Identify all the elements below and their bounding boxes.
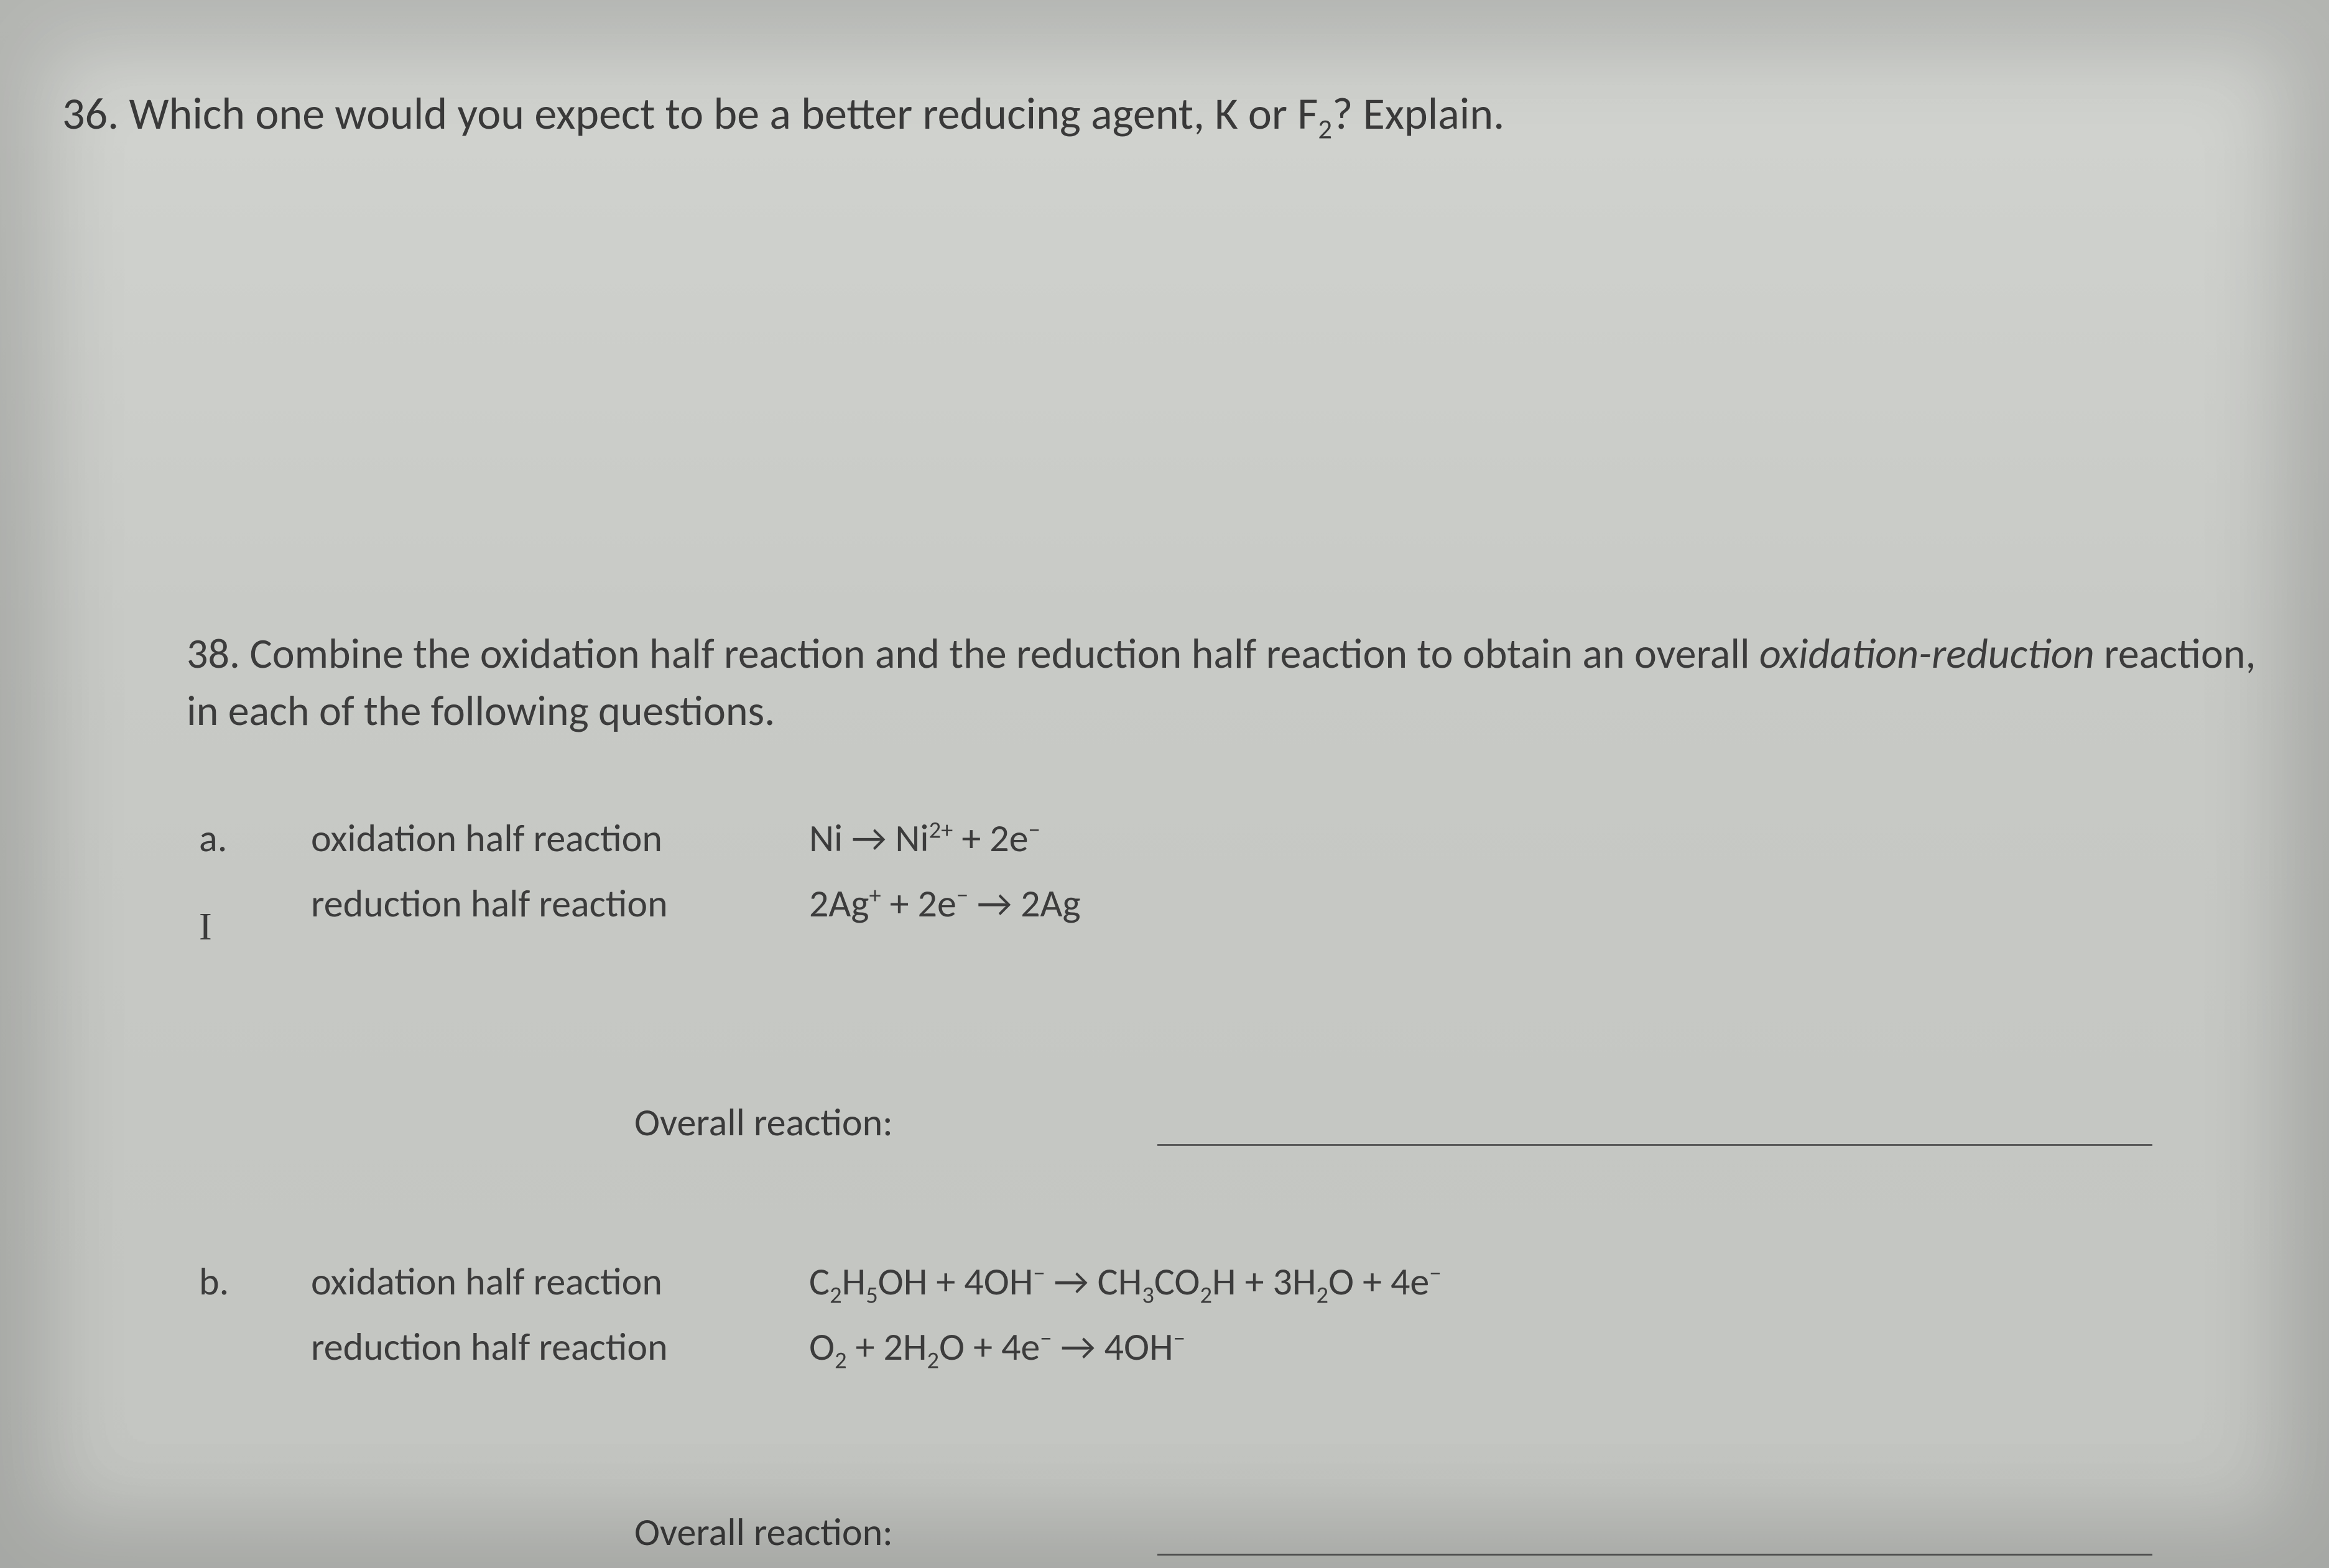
part-b-labels: oxidation half reaction reduction half r… <box>311 1258 759 1372</box>
part-a-overall-row: Overall reaction: <box>187 1099 2267 1146</box>
part-a-oxidation-eqn: Ni → Ni2+ + 2e− <box>809 814 2177 863</box>
part-a: a. I oxidation half reaction reduction h… <box>187 814 2267 949</box>
q38-prompt-part1: Combine the oxidation half reaction and … <box>249 628 1759 680</box>
reduction-label-b: reduction half reaction <box>311 1323 759 1372</box>
part-b-answer-line[interactable] <box>1157 1515 2152 1556</box>
part-a-letter: a. <box>187 814 286 862</box>
part-b-reduction-eqn: O2 + 2H2O + 4e− → 4OH− <box>809 1323 2177 1372</box>
part-a-equations: Ni → Ni2+ + 2e− 2Ag+ + 2e− → 2Ag <box>809 814 2177 949</box>
question-38-block: 38. Combine the oxidation half reaction … <box>62 625 2267 1556</box>
overall-label-a: Overall reaction: <box>510 1099 1107 1146</box>
part-a-answer-line[interactable] <box>1157 1105 2152 1146</box>
oxidation-label-b: oxidation half reaction <box>311 1258 759 1306</box>
question-38-prompt: 38. Combine the oxidation half reaction … <box>187 625 2267 740</box>
part-b-letter-col: b. <box>187 1258 286 1372</box>
worksheet-page: 36. Which one would you expect to be a b… <box>0 0 2329 1568</box>
question-36: 36. Which one would you expect to be a b… <box>62 87 2267 141</box>
q38-prompt-italic: oxidation-reduction <box>1759 628 2095 680</box>
part-b-equations: C2H5OH + 4OH− → CH3CO2H + 3H2O + 4e− O2 … <box>809 1258 2177 1372</box>
text-cursor-icon: I <box>187 905 286 949</box>
q36-sub: 2 <box>1318 111 1332 145</box>
oxidation-label: oxidation half reaction <box>311 814 759 863</box>
q36-text-before: Which one would you expect to be a bette… <box>129 86 1318 141</box>
part-b-oxidation-eqn: C2H5OH + 4OH− → CH3CO2H + 3H2O + 4e− <box>809 1258 2177 1306</box>
part-a-labels: oxidation half reaction reduction half r… <box>311 814 759 949</box>
q36-number: 36. <box>62 86 119 141</box>
reduction-label: reduction half reaction <box>311 880 759 928</box>
part-a-reduction-eqn: 2Ag+ + 2e− → 2Ag <box>809 880 2177 928</box>
part-b: b. oxidation half reaction reduction hal… <box>187 1258 2267 1372</box>
q36-text-after: ? Explain. <box>1332 86 1504 141</box>
part-a-letter-col: a. I <box>187 814 286 949</box>
part-b-overall-row: Overall reaction: <box>187 1508 2267 1556</box>
q38-number: 38. <box>187 628 240 680</box>
part-b-letter: b. <box>187 1258 286 1305</box>
overall-label-b: Overall reaction: <box>510 1508 1107 1556</box>
